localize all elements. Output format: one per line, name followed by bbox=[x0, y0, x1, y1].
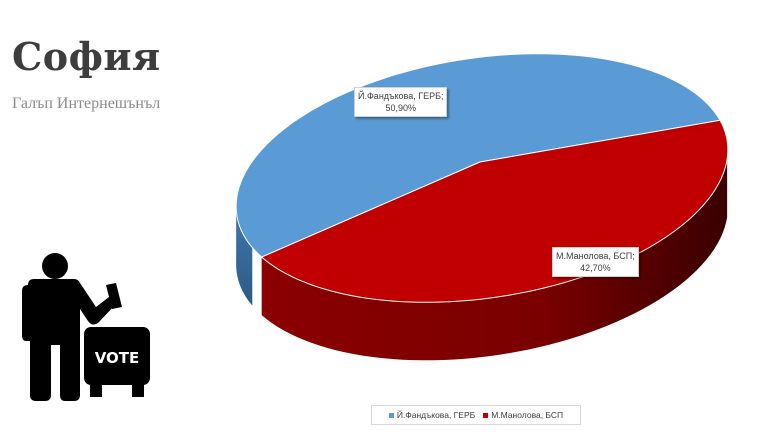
pie-side-manolova bbox=[261, 159, 728, 361]
data-label-manolova-name: М.Манолова, БСП; bbox=[556, 251, 635, 261]
data-label-fandakova: Й.Фандъкова, ГЕРБ; 50,90% bbox=[354, 87, 448, 117]
legend-swatch-manolova bbox=[483, 412, 489, 418]
legend-item-manolova: М.Манолова, БСП bbox=[483, 410, 563, 420]
legend-swatch-fandakova bbox=[388, 412, 394, 418]
data-label-manolova-value: 42,70% bbox=[580, 263, 611, 273]
data-label-fandakova-value: 50,90% bbox=[385, 103, 416, 113]
page-title: София bbox=[12, 34, 161, 79]
vote-label: VOTE bbox=[95, 349, 140, 367]
pie-side-fandakova bbox=[236, 208, 253, 306]
legend-label-manolova: М.Манолова, БСП bbox=[491, 410, 564, 420]
chart-legend: Й.Фандъкова, ГЕРБ М.Манолова, БСП bbox=[371, 405, 581, 425]
voter-ballot-box-icon: VOTE bbox=[22, 253, 150, 401]
page-subtitle: Галъп Интернешънъл bbox=[12, 95, 161, 112]
legend-item-fandakova: Й.Фандъкова, ГЕРБ bbox=[388, 410, 476, 420]
legend-label-fandakova: Й.Фандъкова, ГЕРБ bbox=[396, 410, 476, 420]
data-label-fandakova-name: Й.Фандъкова, ГЕРБ; bbox=[358, 91, 444, 101]
data-label-manolova: М.Манолова, БСП; 42,70% bbox=[552, 247, 639, 277]
